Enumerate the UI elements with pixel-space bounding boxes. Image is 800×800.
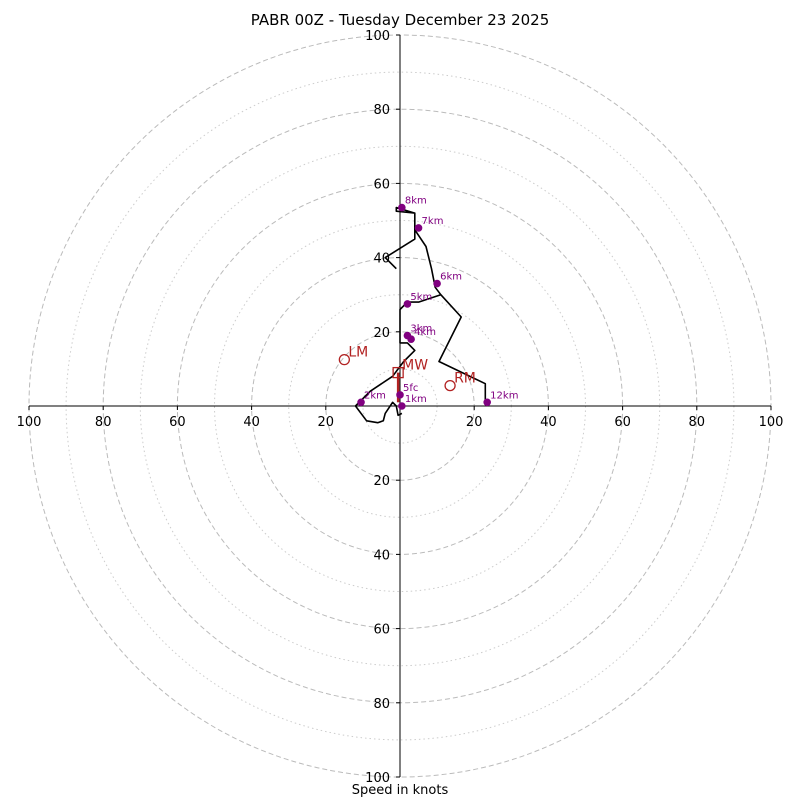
y-tick-label: 60 bbox=[373, 177, 390, 192]
y-tick-label: 20 bbox=[373, 474, 390, 489]
x-tick-label: 20 bbox=[318, 415, 335, 430]
x-tick-label: 40 bbox=[243, 415, 260, 430]
chart-title: PABR 00Z - Tuesday December 23 2025 bbox=[250, 11, 550, 29]
storm-motion-rm-label: RM bbox=[454, 371, 476, 387]
height-point-4km bbox=[407, 335, 415, 344]
wind-trace bbox=[354, 206, 489, 424]
x-tick-label: 100 bbox=[759, 415, 784, 430]
height-label-12km: 12km bbox=[490, 390, 518, 401]
storm-motion-lm-marker bbox=[338, 353, 351, 366]
y-tick-label: 60 bbox=[373, 623, 390, 638]
height-point-6km bbox=[433, 279, 441, 288]
height-point-2km bbox=[357, 398, 365, 407]
storm-motion-rm-marker bbox=[444, 379, 456, 392]
x-tick-label: 20 bbox=[466, 415, 483, 430]
y-tick-label: 40 bbox=[373, 252, 390, 267]
x-tick-label: 80 bbox=[95, 415, 112, 430]
x-tick-label: 40 bbox=[540, 415, 557, 430]
height-label-5km: 5km bbox=[410, 292, 432, 303]
y-tick-label: 80 bbox=[373, 103, 390, 118]
height-point-5fc bbox=[396, 391, 404, 399]
height-label-2km: 2km bbox=[364, 390, 386, 401]
y-tick-label: 40 bbox=[373, 548, 390, 563]
x-tick-label: 60 bbox=[169, 415, 186, 430]
storm-motion-mw-marker bbox=[392, 366, 404, 379]
tick-labels: 100 100 100 100 80 80 80 80 60 60 60 60 40 40 40 40 20 20… bbox=[17, 29, 784, 786]
x-tick-label: 60 bbox=[614, 415, 631, 430]
storm-motion-lm-label: LM bbox=[348, 345, 368, 361]
y-tick-label: 80 bbox=[373, 697, 390, 712]
height-point-1km bbox=[398, 402, 406, 410]
height-point-5km bbox=[403, 300, 412, 308]
wind-trace-line bbox=[354, 206, 489, 424]
storm-motion-mw-label: MW bbox=[402, 358, 428, 374]
height-label-4km: 4km bbox=[414, 327, 436, 338]
height-label-7km: 7km bbox=[422, 216, 444, 227]
height-point-12km bbox=[483, 398, 491, 407]
x-tick-label: 80 bbox=[689, 415, 706, 430]
height-point-8km bbox=[398, 203, 406, 212]
height-label-3km: 3km bbox=[410, 324, 432, 335]
height-label-1km: 1km bbox=[405, 394, 427, 405]
height-point-7km bbox=[414, 224, 423, 232]
storm-motion-markers: LM MW RM bbox=[338, 345, 476, 403]
height-label-5fc: 5fc bbox=[403, 383, 418, 394]
height-label-8km: 8km bbox=[405, 196, 427, 207]
x-axis-label: Speed in knots bbox=[351, 783, 449, 798]
x-tick-label: 100 bbox=[17, 415, 42, 430]
y-tick-label: 100 bbox=[365, 29, 390, 44]
y-tick-label: 100 bbox=[365, 771, 390, 786]
height-label-6km: 6km bbox=[440, 272, 462, 283]
y-tick-label: 20 bbox=[373, 326, 390, 341]
